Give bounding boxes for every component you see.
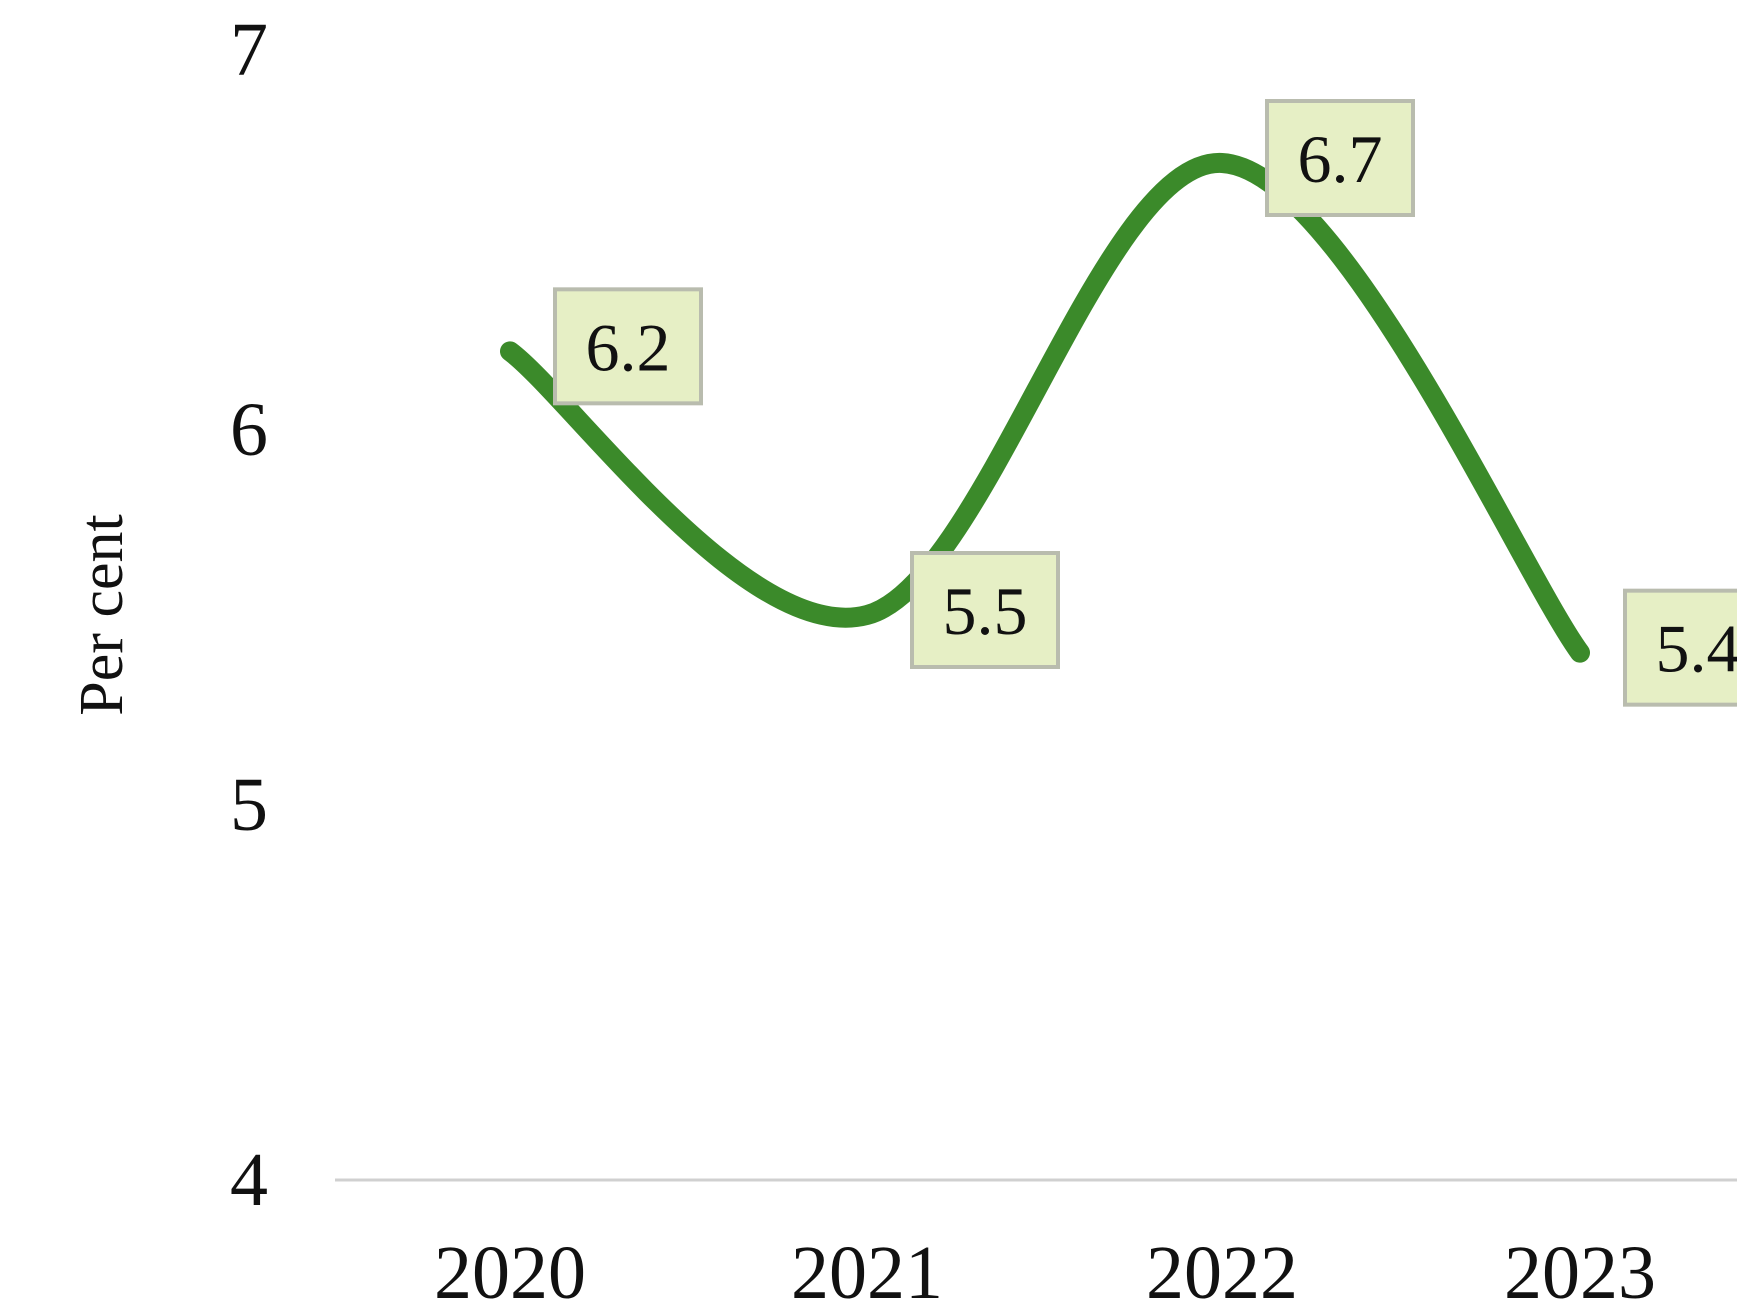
- y-axis-title: Per cent: [68, 514, 136, 715]
- data-label: 5.5: [910, 551, 1060, 669]
- data-label: 6.7: [1265, 99, 1415, 217]
- y-tick-label: 7: [230, 8, 268, 92]
- y-tick-label: 5: [230, 763, 268, 847]
- data-label: 5.4: [1623, 588, 1737, 707]
- x-tick-label: 2022: [1146, 1231, 1298, 1305]
- x-axis-ticks: 2020 2021 2022 2023: [434, 1231, 1656, 1305]
- series-line: [500, 152, 1590, 663]
- y-axis-ticks: 7 6 5 4: [230, 8, 268, 1222]
- data-label-box: [1265, 99, 1415, 217]
- data-label-box: [1623, 588, 1737, 707]
- data-label-box: [910, 551, 1060, 669]
- x-tick-label: 2023: [1504, 1231, 1656, 1305]
- y-tick-label: 4: [230, 1138, 268, 1222]
- data-label-box: [553, 287, 703, 406]
- x-tick-label: 2020: [434, 1231, 586, 1305]
- data-label-text: 6.7: [1298, 121, 1383, 197]
- x-tick-label: 2021: [791, 1231, 943, 1305]
- data-labels: 6.2 5.5 6.7 5.4: [553, 99, 1737, 707]
- data-label-text: 5.4: [1656, 611, 1737, 687]
- data-label-text: 6.2: [586, 309, 671, 385]
- y-tick-label: 6: [230, 388, 268, 472]
- data-label-text: 5.5: [943, 573, 1028, 649]
- data-label: 6.2: [553, 287, 703, 406]
